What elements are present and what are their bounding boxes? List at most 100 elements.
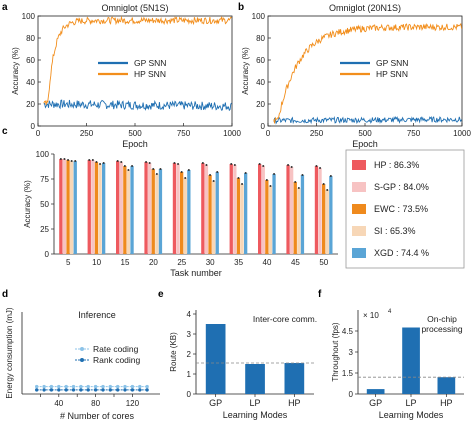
panel-d: 40 80 120 Inference # Number of cores Energy …	[5, 307, 160, 421]
panel-letter-e: e	[158, 289, 164, 300]
error-dot	[67, 159, 70, 161]
error-dot	[180, 171, 183, 173]
x-tick-label: 35	[234, 258, 243, 267]
bar-xgd	[130, 166, 134, 254]
data-point	[108, 388, 113, 392]
bar-si	[126, 170, 131, 254]
error-dot	[233, 164, 236, 166]
error-dot	[184, 177, 187, 179]
error-dot	[237, 177, 240, 179]
error-dot	[326, 189, 329, 191]
x-tick-label: 750	[407, 129, 421, 138]
legend-label: SI : 65.3%	[374, 226, 416, 236]
panel-letter-d: d	[2, 289, 8, 300]
bar-gp	[366, 389, 385, 394]
error-dot	[212, 180, 215, 182]
y-axis-label: Throughout (fps)	[331, 322, 340, 381]
error-dot	[241, 183, 244, 185]
error-dot	[131, 165, 134, 167]
bar-xgd	[158, 169, 163, 254]
bar-hp	[284, 363, 305, 394]
error-dot	[187, 169, 190, 171]
error-dot	[329, 175, 332, 177]
error-dot	[230, 163, 233, 165]
error-dot	[120, 161, 123, 163]
x-tick-label: 0	[266, 129, 271, 138]
bar-hp	[286, 165, 290, 254]
y-tick-label: 0	[45, 250, 50, 259]
data-point	[93, 384, 98, 389]
y-tick-label: 1.5	[342, 369, 354, 378]
x-tick-label: 80	[91, 399, 100, 408]
y-axis-label: Accuracy (%)	[11, 47, 20, 95]
legend-swatch	[352, 182, 366, 192]
chart-title: Omniglot (20N1S)	[329, 3, 401, 13]
x-tick-label: 0	[36, 129, 41, 138]
bar-hp	[116, 161, 120, 254]
x-tick-label: 20	[149, 258, 158, 267]
bar-s-gp	[318, 168, 322, 254]
bar-s-gp	[62, 159, 67, 254]
bar-si	[70, 161, 74, 254]
data-point	[79, 384, 83, 389]
y-tick-label: 0	[187, 390, 192, 399]
x-tick-label: 500	[358, 129, 372, 138]
data-point	[64, 384, 68, 389]
bar-si	[297, 188, 301, 254]
series-gp-snn	[273, 115, 463, 125]
bar-si	[98, 164, 102, 254]
y-tick-label: 4.5	[342, 327, 354, 336]
x-axis-label: Epoch	[122, 139, 148, 149]
y-tick-label: 25	[40, 225, 49, 234]
bar-ewc	[66, 160, 70, 254]
bar-lp	[245, 364, 265, 394]
bar-gp	[205, 324, 226, 394]
y-tick-label: 80	[256, 34, 265, 43]
error-dot	[322, 183, 325, 185]
data-point	[49, 388, 54, 392]
error-dot	[173, 162, 176, 164]
legend-swatch	[352, 160, 366, 170]
bar-si	[212, 181, 216, 254]
bar-s-gp	[204, 165, 209, 254]
y-axis-label: Energy consumption (mJ)	[5, 307, 14, 398]
error-dot	[273, 173, 276, 175]
legend-label: GP SNN	[134, 58, 166, 68]
data-point	[49, 384, 54, 389]
error-dot	[301, 174, 304, 176]
x-tick-label: LP	[405, 398, 416, 408]
bar-si	[240, 184, 244, 254]
bar-ewc	[180, 172, 184, 254]
error-dot	[244, 172, 247, 174]
x-tick-label: GP	[369, 398, 382, 408]
y-axis-label: Accuracy (%)	[23, 180, 32, 228]
bar-hp	[258, 164, 262, 254]
panel-letter-b: b	[238, 2, 244, 13]
error-dot	[127, 169, 130, 171]
error-dot	[74, 160, 77, 162]
data-point	[130, 388, 135, 392]
y-tick-label: 20	[26, 100, 35, 109]
x-axis-label: Learning Modes	[223, 410, 288, 420]
bar-s-gp	[261, 166, 265, 254]
error-dot	[123, 165, 126, 167]
error-dot	[59, 158, 62, 160]
error-dot	[102, 162, 105, 164]
y-tick-label: 100	[22, 12, 36, 21]
bar-ewc	[123, 166, 127, 254]
x-tick-label: 30	[206, 258, 215, 267]
error-dot	[290, 166, 293, 168]
error-dot	[294, 181, 297, 183]
bar-s-gp	[290, 167, 294, 254]
data-point	[145, 388, 149, 392]
x-tick-label: 500	[128, 129, 142, 138]
legend-label: EWC : 73.5%	[374, 204, 428, 214]
y-tick-label: 60	[256, 56, 265, 65]
bar-xgd	[73, 161, 77, 254]
bar-ewc	[293, 182, 297, 254]
x-tick-label: 250	[310, 129, 324, 138]
x-tick-label: 50	[319, 258, 328, 267]
error-dot	[91, 159, 94, 161]
